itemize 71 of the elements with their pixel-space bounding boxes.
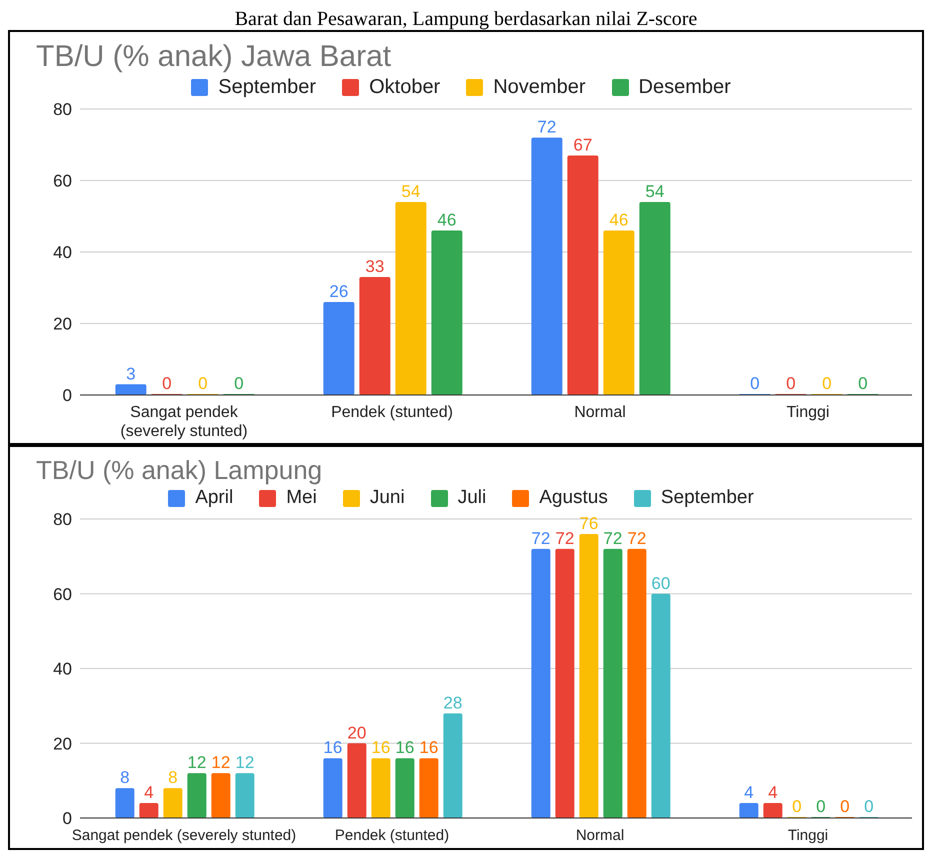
x-tick-label: Normal	[576, 827, 624, 844]
y-tick-label: 40	[53, 660, 72, 679]
x-tick-label: Sangat pendek (severely stunted)	[72, 827, 296, 844]
data-label: 4	[144, 783, 154, 802]
data-label: 16	[395, 738, 414, 758]
y-tick-label: 80	[53, 510, 72, 530]
y-tick-label: 40	[53, 243, 72, 262]
data-label: 0	[822, 374, 832, 393]
legend-label: April	[194, 487, 234, 509]
y-tick-label: 80	[53, 100, 72, 120]
y-tick-label: 20	[53, 314, 72, 334]
data-label: 72	[555, 528, 574, 548]
data-label: 16	[419, 738, 438, 758]
x-tick-label: Tinggi	[788, 827, 828, 844]
data-label: 0	[786, 374, 796, 393]
chart-title: TB/U (% anak) Lampung	[36, 455, 322, 486]
data-label: 60	[651, 574, 670, 593]
data-label: 72	[627, 528, 646, 548]
data-label: 16	[371, 738, 390, 758]
y-tick-label: 0	[62, 809, 72, 828]
legend-label: Mei	[285, 487, 317, 509]
text: Barat dan Pesawaran, Lampung berdasarkan nilai Z-score	[234, 8, 698, 30]
x-tick-label: Pendek (stunted)	[334, 827, 450, 844]
data-label: 20	[347, 723, 366, 742]
data-label: 76	[579, 514, 598, 533]
y-tick-label: 60	[53, 172, 72, 191]
data-label: 67	[573, 135, 592, 154]
legend-label: Juni	[368, 487, 405, 509]
data-label: 0	[750, 374, 760, 393]
data-label: 28	[443, 693, 462, 712]
legend-label: September	[217, 76, 316, 99]
data-label: 33	[365, 257, 384, 276]
y-tick-label: 60	[53, 584, 72, 604]
data-label: 46	[437, 210, 456, 230]
data-label: 0	[792, 797, 802, 816]
data-label: 12	[211, 753, 230, 772]
data-label: 3	[126, 364, 136, 384]
data-label: 0	[234, 374, 244, 393]
x-tick-label: Pendek (stunted)	[331, 404, 453, 421]
x-tick-label: Normal	[574, 404, 626, 421]
data-label: 12	[235, 753, 254, 772]
y-tick-label: 20	[53, 734, 72, 754]
data-label: 0	[840, 797, 850, 816]
data-label: 72	[531, 528, 550, 548]
data-label: 8	[168, 768, 178, 788]
data-label: 0	[864, 797, 874, 816]
data-label: 0	[858, 374, 868, 393]
data-label: 8	[120, 768, 130, 788]
data-label: 0	[198, 374, 208, 393]
data-label: 54	[401, 182, 420, 201]
data-label: 26	[329, 282, 348, 302]
data-label: 54	[645, 182, 664, 201]
legend-label: September	[660, 487, 754, 509]
legend-label: November	[492, 76, 586, 99]
data-label: 12	[187, 753, 206, 772]
data-label: 4	[744, 783, 754, 802]
data-label: 0	[162, 374, 172, 393]
legend-label: Agustus	[538, 487, 608, 509]
data-label: 16	[323, 738, 342, 758]
y-tick-label: 0	[62, 386, 72, 406]
legend-label: Oktober	[368, 76, 440, 99]
chart-title: TB/U (% anak) Jawa Barat	[36, 40, 392, 74]
legend-label: Desember	[638, 76, 731, 99]
data-label: 46	[609, 210, 628, 230]
data-label: 72	[603, 528, 622, 548]
x-tick-label: Tinggi	[786, 404, 830, 421]
data-label: 0	[816, 797, 826, 816]
data-label: 72	[537, 118, 556, 137]
x-tick-label: Sangat pendek (severely stunted)	[120, 404, 248, 440]
data-label: 4	[768, 783, 778, 802]
legend-label: Juli	[456, 487, 486, 509]
